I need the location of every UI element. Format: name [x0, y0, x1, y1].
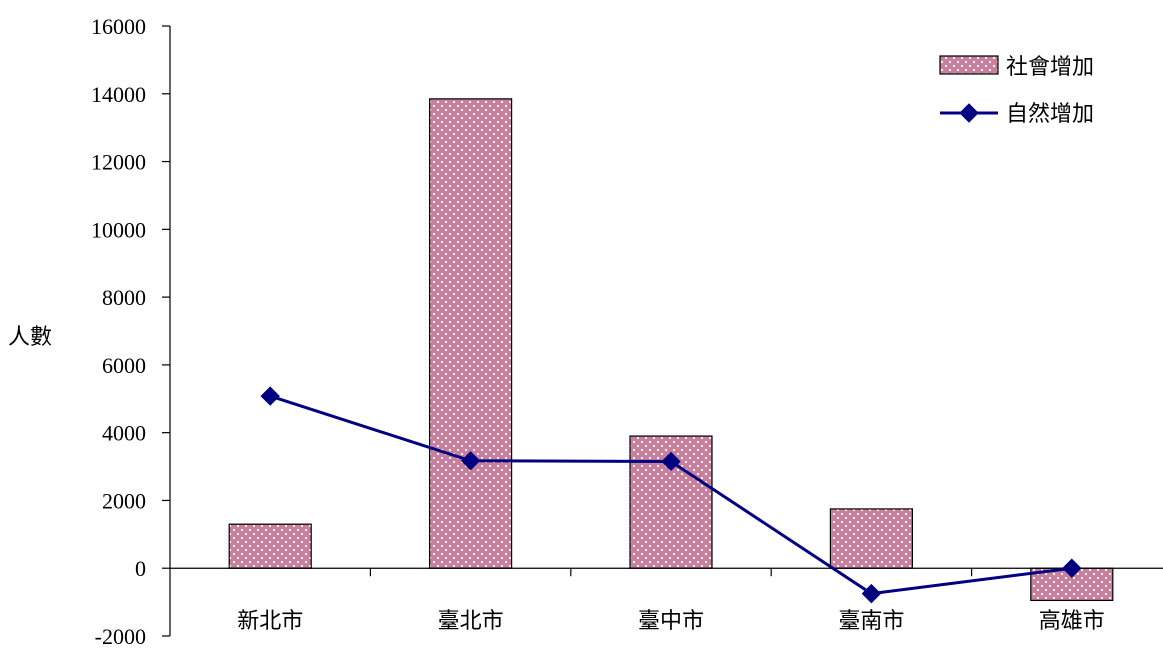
- x-tick-label: 臺南市: [838, 609, 904, 634]
- bar-社會增加-臺北市: [429, 98, 513, 569]
- y-tick-label: 2000: [102, 488, 146, 513]
- y-tick-label: 8000: [102, 285, 146, 310]
- point-自然增加-高雄市: [1062, 558, 1082, 578]
- legend-marker-line: [959, 103, 979, 123]
- y-tick-label: 16000: [91, 14, 146, 39]
- y-axis-label: 人數: [8, 325, 52, 350]
- point-自然增加-臺北市: [460, 451, 481, 471]
- bar-社會增加-臺南市: [829, 508, 914, 569]
- y-tick-label: -2000: [95, 624, 146, 648]
- y-tick-label: 14000: [91, 82, 146, 107]
- legend-label-line: 自然增加: [1006, 102, 1094, 127]
- x-tick-label: 臺北市: [438, 609, 504, 634]
- point-自然增加-臺中市: [661, 451, 681, 472]
- y-tick-label: 4000: [102, 421, 146, 446]
- x-tick-label: 新北市: [237, 609, 303, 634]
- plot-area: -2000 0 2000 4000 6000 8000 10000 12000 14000 160…: [8, 14, 1163, 648]
- legend-swatch-bar: [939, 55, 999, 75]
- y-tick-label: 10000: [91, 217, 146, 242]
- point-自然增加-新北市: [260, 386, 280, 406]
- x-tick-label: 臺中市: [638, 609, 704, 634]
- y-tick-label: 0: [135, 556, 146, 581]
- point-自然增加-臺南市: [861, 583, 882, 604]
- y-tick-label: 6000: [102, 353, 146, 378]
- x-tick-label: 高雄市: [1039, 609, 1105, 634]
- bar-社會增加-新北市: [228, 523, 312, 569]
- legend-label-bar: 社會增加: [1006, 55, 1094, 80]
- y-tick-label: 12000: [91, 150, 146, 175]
